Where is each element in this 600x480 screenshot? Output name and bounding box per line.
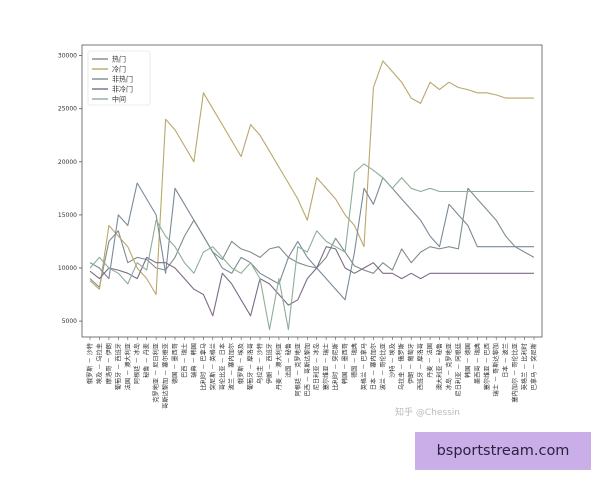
y-tick-label: 25000 — [58, 106, 77, 113]
x-tick-label: 韩国 － 德国 — [464, 343, 472, 378]
x-tick-label: 尼日利亚 － 阿根廷 — [454, 343, 462, 396]
y-axis: 5000 10000 15000 20000 25000 30000 — [58, 53, 82, 325]
x-tick-label: 克罗地亚 － 尼日利亚 — [152, 343, 160, 403]
x-tick-label: 波兰 － 哥伦比亚 — [379, 343, 387, 390]
x-tick-label: 法国 － 澳大利亚 — [124, 343, 132, 390]
x-tick-label: 巴拿马 － 突尼斯 — [530, 343, 538, 390]
x-tick-label: 阿根廷 － 克罗地亚 — [294, 343, 302, 396]
legend-label: 非热门 — [112, 75, 133, 84]
site-banner[interactable]: bsportstream.com — [415, 432, 591, 470]
x-tick-label: 法国 － 秘鲁 — [284, 343, 292, 378]
x-tick-label: 巴西 － 哥斯达黎加 — [303, 343, 311, 396]
x-tick-label: 德国 － 瑞典 — [351, 343, 359, 378]
x-tick-label: 韩国 － 墨西哥 — [341, 343, 349, 384]
x-tick-label: 德国 － 墨西哥 — [171, 343, 179, 384]
x-tick-label: 伊朗 － 西班牙 — [265, 343, 273, 384]
y-tick-label: 10000 — [58, 265, 77, 272]
x-tick-label: 阿根廷 － 冰岛 — [133, 343, 141, 384]
plot-frame — [81, 44, 543, 338]
x-tick-label: 西班牙 － 摩洛哥 — [417, 343, 425, 390]
x-tick-label: 丹麦 － 澳大利亚 — [275, 343, 283, 390]
plot-area — [81, 44, 543, 338]
legend-label: 热门 — [112, 55, 126, 64]
x-tick-label: 埃及 － 乌拉圭 — [95, 343, 103, 384]
x-tick-label: 比利时 － 突尼斯 — [332, 343, 340, 390]
watermark-text: 知乎 @Chessin — [395, 406, 460, 418]
x-tick-label: 巴西 － 瑞士 — [180, 343, 188, 378]
x-tick-label: 乌拉圭 － 沙特 — [256, 343, 264, 384]
x-tick-label: 波兰 － 塞内加尔 — [228, 343, 236, 390]
x-tick-label: 英格兰 － 巴拿马 — [360, 343, 368, 390]
x-tick-label: 比利时 － 巴拿马 — [199, 343, 207, 390]
x-tick-label: 秘鲁 － 丹麦 — [143, 343, 151, 378]
y-tick-label: 30000 — [58, 53, 77, 60]
x-tick-label: 沙特 － 埃及 — [388, 343, 396, 378]
x-tick-label: 澳大利亚 － 秘鲁 — [436, 343, 444, 390]
x-tick-label: 乌拉圭 － 俄罗斯 — [398, 343, 406, 390]
series-line-非热门 — [89, 177, 534, 301]
x-tick-label: 俄罗斯 － 埃及 — [237, 343, 245, 384]
y-tick-label: 5000 — [62, 318, 77, 325]
x-tick-label: 俄罗斯 － 沙特 — [86, 343, 94, 384]
x-tick-label: 葡萄牙 － 摩洛哥 — [247, 343, 255, 390]
x-tick-label: 塞内加尔 － 哥伦比亚 — [511, 343, 519, 403]
legend-label: 中间 — [112, 95, 126, 104]
y-tick-label: 20000 — [58, 159, 77, 166]
x-tick-label: 日本 － 塞内加尔 — [369, 343, 377, 390]
x-tick-label: 哥伦比亚 － 日本 — [218, 343, 226, 390]
x-tick-label: 尼日利亚 － 冰岛 — [313, 343, 321, 390]
legend-label: 非冷门 — [112, 85, 133, 94]
x-tick-label: 瑞典 － 韩国 — [190, 343, 198, 378]
series-line-热门 — [89, 187, 535, 288]
legend-label: 冷门 — [112, 65, 126, 74]
series-line-冷门 — [89, 60, 534, 296]
x-tick-label: 葡萄牙 － 西班牙 — [114, 343, 122, 390]
x-tick-label: 摩洛哥 － 伊朗 — [105, 343, 113, 384]
x-tick-label: 日本 － 波兰 — [502, 343, 510, 378]
series-lines — [89, 60, 535, 331]
x-tick-label: 塞尔维亚 － 巴西 — [483, 343, 491, 390]
x-tick-label: 墨西哥 － 瑞典 — [473, 343, 481, 384]
x-tick-label: 英格兰 － 比利时 — [521, 343, 529, 390]
x-tick-label: 伊朗 － 葡萄牙 — [407, 343, 415, 384]
x-tick-label: 冰岛 － 克罗地亚 — [445, 343, 453, 390]
x-tick-label: 突尼斯 － 英格兰 — [209, 343, 217, 390]
legend-box — [87, 50, 151, 106]
y-tick-label: 15000 — [58, 212, 77, 219]
banner-text: bsportstream.com — [436, 443, 570, 459]
x-tick-label: 瑞士 － 哥斯达黎加 — [492, 343, 500, 396]
x-tick-label: 塞尔维亚 － 瑞士 — [322, 343, 330, 390]
series-line-非冷门 — [89, 246, 534, 317]
x-tick-label: 丹麦 － 法国 — [426, 343, 434, 378]
x-axis: 俄罗斯 － 沙特 埃及 － 乌拉圭 摩洛哥 － 伊朗 葡萄牙 － 西班牙 法国 － 澳大… — [86, 337, 538, 409]
x-tick-label: 哥斯达黎加 － 塞尔维亚 — [162, 343, 170, 409]
series-line-中间 — [89, 163, 534, 331]
